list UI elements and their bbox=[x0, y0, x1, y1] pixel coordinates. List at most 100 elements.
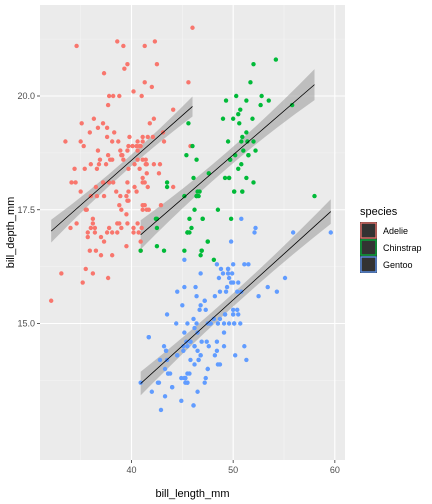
point-adelie bbox=[88, 225, 94, 231]
point-gentoo bbox=[185, 344, 190, 349]
point-adelie bbox=[170, 107, 176, 112]
point-gentoo bbox=[156, 380, 162, 385]
point-gentoo bbox=[274, 289, 280, 294]
point-adelie bbox=[140, 134, 145, 140]
point-chinstrap bbox=[248, 80, 253, 85]
point-chinstrap bbox=[190, 143, 195, 149]
point-gentoo bbox=[215, 321, 221, 326]
point-gentoo bbox=[198, 353, 203, 358]
point-adelie bbox=[119, 207, 124, 212]
point-gentoo bbox=[162, 394, 168, 399]
point-gentoo bbox=[181, 344, 186, 349]
point-adelie bbox=[140, 157, 145, 162]
point-gentoo bbox=[216, 275, 222, 281]
point-adelie bbox=[95, 125, 101, 131]
point-adelie bbox=[156, 171, 162, 176]
point-gentoo bbox=[191, 316, 196, 322]
point-chinstrap bbox=[187, 216, 192, 222]
point-gentoo bbox=[214, 339, 220, 344]
point-adelie bbox=[147, 121, 152, 126]
point-adelie bbox=[120, 152, 125, 158]
point-gentoo bbox=[163, 348, 169, 353]
point-adelie bbox=[144, 171, 149, 176]
point-adelie bbox=[125, 61, 130, 67]
point-gentoo bbox=[182, 257, 187, 262]
point-chinstrap bbox=[258, 102, 263, 108]
point-adelie bbox=[131, 230, 136, 235]
point-gentoo bbox=[217, 362, 223, 367]
point-adelie bbox=[116, 139, 121, 144]
point-gentoo bbox=[230, 312, 236, 317]
point-gentoo bbox=[265, 284, 270, 290]
point-chinstrap bbox=[244, 175, 249, 181]
point-chinstrap bbox=[236, 112, 241, 117]
point-adelie bbox=[98, 253, 104, 258]
point-adelie bbox=[121, 157, 126, 162]
point-adelie bbox=[126, 143, 131, 149]
point-adelie bbox=[92, 225, 98, 231]
point-gentoo bbox=[182, 330, 187, 335]
point-adelie bbox=[142, 180, 147, 185]
point-gentoo bbox=[192, 362, 197, 367]
point-chinstrap bbox=[225, 139, 231, 144]
point-gentoo bbox=[218, 266, 224, 272]
y-tick-label: 15.0 bbox=[17, 319, 35, 329]
point-chinstrap bbox=[194, 193, 199, 199]
point-adelie bbox=[59, 271, 64, 276]
point-gentoo bbox=[238, 321, 243, 326]
point-gentoo bbox=[205, 366, 210, 372]
point-gentoo bbox=[183, 375, 188, 381]
legend-label-adelie: Adelie bbox=[383, 226, 408, 236]
point-gentoo bbox=[182, 284, 187, 290]
point-gentoo bbox=[244, 357, 249, 363]
x-tick-label: 40 bbox=[126, 465, 136, 475]
point-adelie bbox=[90, 216, 96, 222]
point-chinstrap bbox=[154, 243, 160, 249]
point-gentoo bbox=[222, 312, 228, 317]
point-adelie bbox=[68, 225, 73, 231]
point-chinstrap bbox=[185, 230, 190, 235]
point-adelie bbox=[101, 193, 107, 199]
point-gentoo bbox=[253, 225, 258, 231]
point-gentoo bbox=[235, 289, 240, 294]
point-adelie bbox=[105, 152, 111, 158]
point-adelie bbox=[145, 184, 150, 190]
legend-key-adelie bbox=[360, 222, 377, 239]
point-adelie bbox=[101, 71, 107, 76]
point-adelie bbox=[106, 93, 112, 99]
point-adelie bbox=[78, 189, 83, 194]
point-adelie bbox=[81, 143, 86, 149]
point-gentoo bbox=[229, 271, 235, 276]
point-chinstrap bbox=[182, 248, 187, 253]
point-gentoo bbox=[217, 316, 223, 322]
point-adelie bbox=[144, 162, 149, 167]
confidence-band-adelie bbox=[51, 96, 193, 243]
x-axis-title: bill_length_mm bbox=[156, 488, 230, 500]
point-adelie bbox=[63, 139, 68, 144]
point-chinstrap bbox=[236, 166, 241, 171]
point-chinstrap bbox=[266, 98, 271, 103]
legend-key-border bbox=[360, 222, 377, 239]
legend-key-border bbox=[360, 256, 377, 273]
point-chinstrap bbox=[250, 116, 255, 121]
point-gentoo bbox=[233, 353, 238, 358]
point-chinstrap bbox=[273, 57, 279, 62]
point-gentoo bbox=[226, 321, 232, 326]
legend-key-gentoo bbox=[360, 256, 377, 273]
point-adelie bbox=[186, 80, 191, 85]
point-adelie bbox=[140, 139, 145, 144]
point-gentoo bbox=[181, 348, 186, 353]
point-chinstrap bbox=[230, 116, 236, 121]
legend-key-border bbox=[360, 239, 377, 256]
point-adelie bbox=[154, 61, 160, 67]
point-adelie bbox=[135, 221, 140, 226]
point-adelie bbox=[143, 157, 148, 162]
point-gentoo bbox=[198, 271, 203, 276]
point-chinstrap bbox=[289, 102, 295, 108]
point-adelie bbox=[85, 230, 90, 235]
point-gentoo bbox=[165, 371, 171, 376]
point-adelie bbox=[151, 162, 157, 167]
point-gentoo bbox=[290, 230, 296, 235]
point-adelie bbox=[118, 193, 123, 199]
point-gentoo bbox=[202, 298, 207, 303]
